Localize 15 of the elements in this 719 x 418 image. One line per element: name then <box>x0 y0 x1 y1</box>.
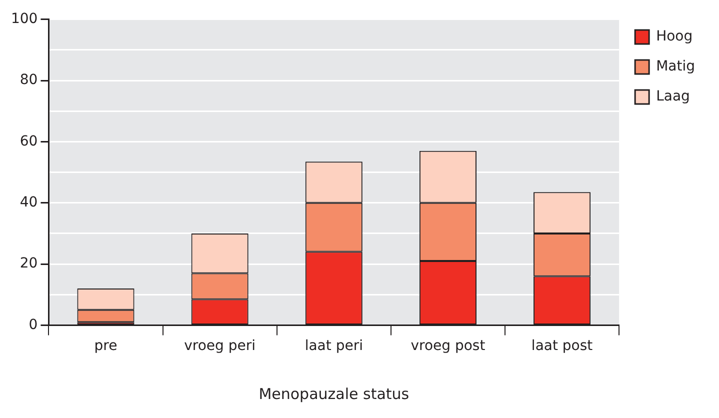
legend-label: Hoog <box>656 28 693 45</box>
legend-label: Laag <box>656 88 690 105</box>
legend-label: Matig <box>656 58 696 75</box>
x-tick-label: vroeg post <box>410 338 486 354</box>
x-tick-label: vroeg peri <box>184 338 256 354</box>
y-tick-label: 80 <box>20 72 38 88</box>
x-tick-label: laat post <box>531 338 594 354</box>
x-tick-label: pre <box>94 338 118 354</box>
y-tick-label: 100 <box>10 11 38 28</box>
y-tick-label: 60 <box>20 133 38 150</box>
y-tick-label: 0 <box>28 316 38 333</box>
y-tick-label: 20 <box>20 256 38 272</box>
x-axis-title: Menopauzale status <box>258 384 410 403</box>
y-tick-label: 40 <box>20 194 38 211</box>
x-tick-label: laat peri <box>304 338 363 354</box>
